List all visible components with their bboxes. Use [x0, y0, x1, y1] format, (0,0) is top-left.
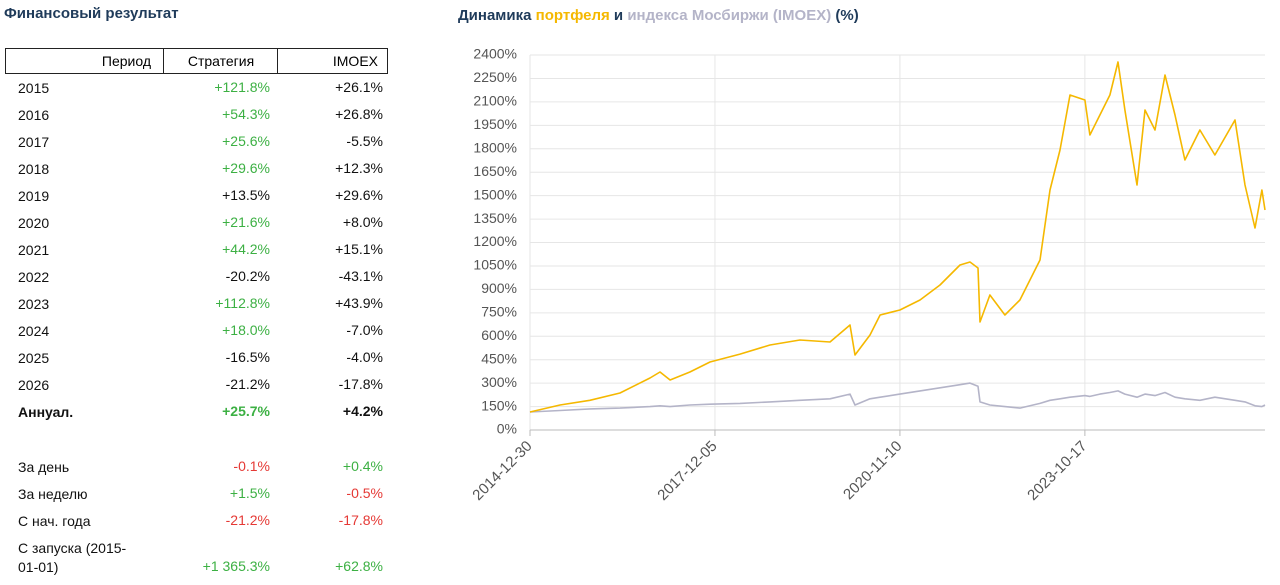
- strategy-cell: +1 365.3%: [202, 558, 270, 574]
- period-cell: 2016: [18, 107, 50, 123]
- y-tick-label: 600%: [481, 327, 517, 343]
- table-title: Финансовый результат: [4, 5, 179, 22]
- legend-entry: портфеля: [536, 7, 610, 24]
- period-cell: 2026: [18, 377, 50, 393]
- period-cell: 2019: [18, 188, 50, 204]
- strategy-cell: +112.8%: [215, 295, 270, 311]
- strategy-cell: +18.0%: [222, 322, 270, 338]
- imoex-cell: -7.0%: [346, 322, 383, 338]
- strategy-cell: -20.2%: [225, 268, 270, 284]
- period-cell: 2022: [18, 269, 50, 285]
- legend-entry: индекса Мосбиржи (IMOEX): [627, 7, 831, 24]
- period-cell: 2017: [18, 134, 50, 150]
- results-panel: Финансовый результат Период Стратегия IM…: [0, 0, 400, 585]
- period-cell: 2021: [18, 242, 50, 258]
- imoex-cell: -17.8%: [338, 512, 383, 528]
- y-tick-label: 150%: [481, 397, 517, 413]
- x-tick-label: 2020-11-10: [840, 438, 905, 503]
- y-tick-label: 2100%: [473, 93, 517, 109]
- imoex-cell: +62.8%: [335, 558, 383, 574]
- strategy-cell: +44.2%: [222, 241, 270, 257]
- series-line: [529, 61, 1266, 413]
- period-cell: С запуска (2015-01-01): [18, 540, 127, 575]
- y-tick-label: 1800%: [473, 139, 517, 155]
- y-tick-label: 1050%: [473, 257, 517, 273]
- y-tick-label: 450%: [481, 350, 517, 366]
- imoex-cell: -43.1%: [338, 268, 383, 284]
- imoex-cell: -4.0%: [346, 349, 383, 365]
- x-tick-label: 2023-10-17: [1024, 438, 1090, 504]
- y-tick-label: 750%: [481, 304, 517, 320]
- imoex-cell: +26.1%: [335, 79, 383, 95]
- period-cell: 2023: [18, 296, 50, 312]
- strategy-cell: +29.6%: [222, 160, 270, 176]
- header-text: IMOEX: [332, 53, 378, 69]
- period-cell: За неделю: [18, 486, 88, 502]
- period-cell: 2024: [18, 323, 50, 339]
- imoex-cell: +15.1%: [335, 241, 383, 257]
- y-tick-label: 1500%: [473, 186, 517, 202]
- y-tick-label: 1200%: [473, 233, 517, 249]
- imoex-cell: +0.4%: [342, 458, 383, 474]
- strategy-cell: +121.8%: [214, 79, 270, 95]
- imoex-cell: -17.8%: [338, 376, 383, 392]
- y-tick-label: 0%: [497, 421, 517, 437]
- y-tick-label: 2400%: [473, 46, 517, 62]
- period-cell: 2015: [18, 80, 50, 96]
- chart-title: Динамика портфеля и индекса Мосбиржи (IM…: [458, 7, 859, 24]
- imoex-cell: +43.9%: [335, 295, 383, 311]
- period-cell: С нач. года: [18, 513, 91, 529]
- period-cell: 2020: [18, 215, 50, 231]
- header-cell: Стратегия: [163, 49, 278, 73]
- strategy-cell: -16.5%: [225, 349, 270, 365]
- series-line: [529, 382, 1266, 413]
- strategy-cell: -0.1%: [233, 458, 270, 474]
- strategy-cell: +13.5%: [222, 187, 270, 203]
- imoex-cell: +29.6%: [335, 187, 383, 203]
- x-tick-label: 2017-12-05: [654, 438, 720, 504]
- imoex-cell: -0.5%: [346, 485, 383, 501]
- y-tick-label: 1350%: [473, 210, 517, 226]
- x-tick-label: 2014-12-30: [469, 438, 535, 504]
- strategy-cell: +1.5%: [229, 485, 270, 501]
- period-cell: За день: [18, 459, 70, 475]
- y-tick-label: 1950%: [473, 116, 517, 132]
- table-header: Период Стратегия IMOEX: [5, 48, 388, 74]
- header-cell: Период: [6, 49, 163, 73]
- title-part: (%): [835, 7, 858, 24]
- period-cell: Аннуал.: [18, 404, 74, 420]
- title-part: Динамика: [458, 7, 532, 24]
- imoex-cell: +8.0%: [342, 214, 383, 230]
- strategy-cell: +25.6%: [222, 133, 270, 149]
- y-tick-label: 1650%: [473, 163, 517, 179]
- strategy-cell: +25.7%: [222, 403, 270, 419]
- imoex-cell: +12.3%: [335, 160, 383, 176]
- y-tick-label: 300%: [481, 374, 517, 390]
- header-text: Период: [101, 53, 151, 69]
- period-cell: 2018: [18, 161, 50, 177]
- strategy-cell: -21.2%: [225, 512, 270, 528]
- strategy-cell: +21.6%: [222, 214, 270, 230]
- imoex-cell: +4.2%: [342, 403, 383, 419]
- strategy-cell: +54.3%: [222, 106, 270, 122]
- imoex-cell: +26.8%: [335, 106, 383, 122]
- imoex-cell: -5.5%: [346, 133, 383, 149]
- period-cell: 2025: [18, 350, 50, 366]
- strategy-cell: -21.2%: [225, 376, 270, 392]
- y-tick-label: 2250%: [473, 69, 517, 85]
- header-cell: IMOEX: [277, 49, 388, 73]
- title-part: и: [614, 7, 623, 24]
- y-tick-label: 900%: [481, 280, 517, 296]
